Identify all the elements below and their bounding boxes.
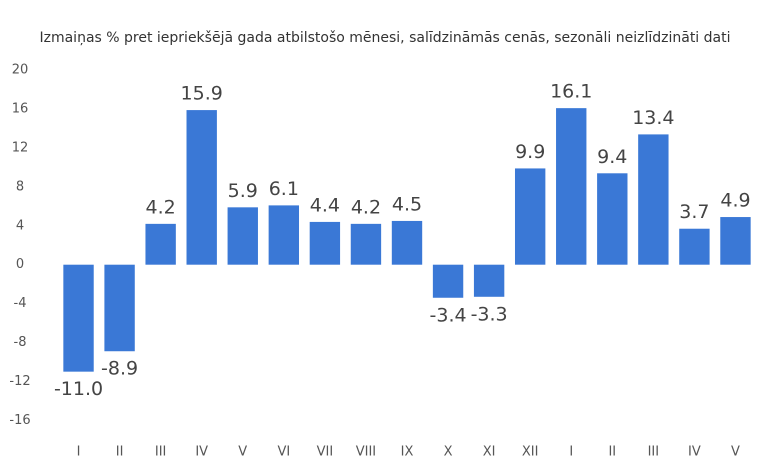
value-label: 3.7 bbox=[679, 201, 709, 223]
value-label: 4.2 bbox=[146, 196, 176, 218]
bar bbox=[556, 108, 587, 265]
y-tick-label: 20 bbox=[12, 63, 29, 78]
y-tick-label: -12 bbox=[9, 374, 30, 389]
bar bbox=[145, 223, 176, 265]
x-tick-label: III bbox=[648, 445, 660, 460]
x-tick-label: VIII bbox=[356, 445, 376, 460]
x-tick-label: IX bbox=[401, 445, 414, 460]
value-label: 16.1 bbox=[550, 81, 592, 103]
value-label: -11.0 bbox=[54, 378, 103, 400]
value-label: 4.2 bbox=[351, 196, 381, 218]
chart-subtitle: Izmaiņas % pret iepriekšējā gada atbilst… bbox=[39, 30, 730, 46]
bar bbox=[679, 228, 710, 265]
value-label: -3.4 bbox=[430, 304, 467, 326]
value-label: 4.4 bbox=[310, 194, 340, 216]
bar bbox=[720, 217, 751, 265]
x-tick-label: X bbox=[444, 445, 453, 460]
value-label: 4.9 bbox=[720, 190, 750, 212]
bar bbox=[186, 110, 217, 265]
y-tick-label: 16 bbox=[12, 102, 29, 117]
bar bbox=[391, 220, 423, 265]
bar bbox=[227, 207, 258, 265]
x-tick-label: II bbox=[116, 445, 124, 460]
x-tick-label: XII bbox=[522, 445, 539, 460]
x-tick-label: III bbox=[155, 445, 167, 460]
x-tick-label: I bbox=[77, 445, 81, 460]
bar bbox=[473, 264, 505, 297]
x-tick-label: VI bbox=[277, 445, 290, 460]
y-tick-label: -8 bbox=[14, 335, 27, 350]
x-tick-label: IV bbox=[688, 445, 701, 460]
y-tick-label: 0 bbox=[16, 257, 24, 272]
value-label: 9.9 bbox=[515, 141, 545, 163]
x-tick-label: V bbox=[731, 445, 740, 460]
y-tick-label: -4 bbox=[14, 296, 27, 311]
bar bbox=[638, 134, 669, 265]
bar bbox=[268, 205, 300, 265]
y-tick-label: -16 bbox=[9, 413, 30, 428]
bar bbox=[432, 264, 464, 298]
bar bbox=[104, 264, 135, 352]
y-tick-label: 4 bbox=[16, 218, 24, 233]
bar bbox=[597, 173, 628, 265]
value-label: 4.5 bbox=[392, 193, 422, 215]
value-label: 15.9 bbox=[181, 83, 223, 105]
x-tick-label: II bbox=[608, 445, 616, 460]
value-label: 5.9 bbox=[228, 180, 258, 202]
y-tick-label: 12 bbox=[12, 141, 29, 156]
value-label: 6.1 bbox=[269, 178, 299, 200]
x-tick-label: XI bbox=[483, 445, 496, 460]
x-tick-label: VII bbox=[317, 445, 334, 460]
bar bbox=[514, 168, 546, 265]
value-label: -3.3 bbox=[471, 303, 508, 325]
x-tick-label: IV bbox=[195, 445, 208, 460]
bar bbox=[63, 264, 94, 372]
bar bbox=[350, 223, 382, 265]
value-label: 13.4 bbox=[632, 107, 674, 129]
value-label: -8.9 bbox=[101, 358, 138, 380]
x-tick-label: V bbox=[238, 445, 247, 460]
bar bbox=[309, 221, 341, 265]
value-label: 9.4 bbox=[597, 146, 627, 168]
x-tick-label: I bbox=[569, 445, 573, 460]
y-tick-label: 8 bbox=[16, 179, 24, 194]
